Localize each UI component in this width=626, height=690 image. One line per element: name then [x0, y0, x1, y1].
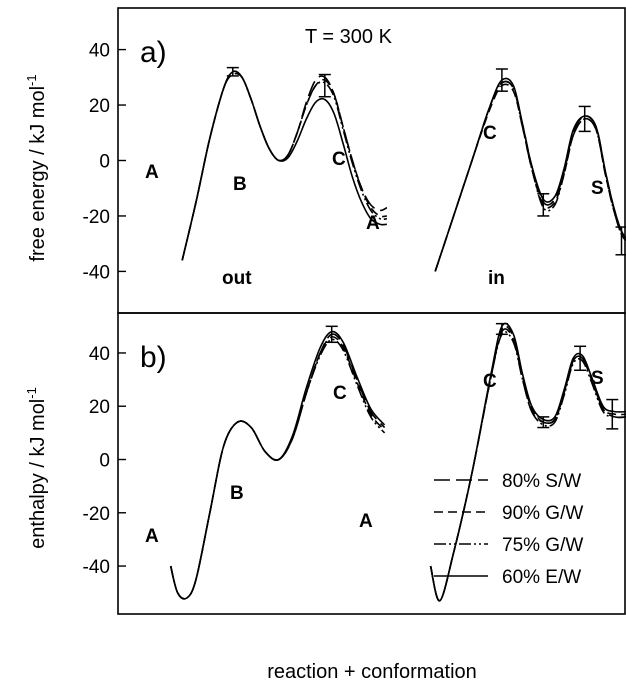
- error-bar-a-4: [578, 105, 591, 133]
- series-line-a-out-80-s-w: [181, 70, 388, 261]
- panel-b-y-ticks: 40 20 0 -20 -40: [83, 344, 126, 578]
- series-line-a-in-75-g-w: [434, 80, 626, 272]
- state-label-c-in: C: [483, 123, 497, 144]
- panel-b-frame: [117, 312, 626, 615]
- panel-b-label: b): [140, 341, 167, 374]
- error-bar-a-3: [537, 193, 550, 217]
- y-tick-label-b-1: 20: [89, 397, 110, 418]
- panel-a-series: [181, 70, 626, 272]
- series-line-a-in-80-s-w: [434, 80, 626, 272]
- panel-a-label: a): [140, 36, 167, 69]
- error-bar-b-1: [495, 322, 508, 336]
- y-tick-label-a-4: -40: [83, 262, 110, 283]
- legend-label-75-g-w: 75% G/W: [502, 535, 583, 556]
- panel-b-error-bars: [325, 322, 619, 430]
- series-line-a-in-90-g-w: [434, 83, 626, 272]
- y-axis-title-free-energy: free energy / kJ mol-1: [24, 74, 49, 261]
- series-line-a-out-60-e-w: [181, 70, 387, 261]
- state-label-a-in-b: A: [359, 511, 373, 532]
- series-line-b-in-90-g-w: [429, 325, 626, 602]
- state-label-b-out-b: B: [230, 483, 244, 504]
- y-tick-label-a-3: -20: [83, 207, 110, 228]
- legend-label-80-s-w: 80% S/W: [502, 471, 581, 492]
- series-line-b-out-75-g-w: [169, 338, 386, 600]
- y-tick-label-b-4: -40: [83, 557, 110, 578]
- panel-a-state-labels: A B C A C S out in: [145, 123, 604, 289]
- panel-a-error-bars: [226, 66, 626, 256]
- y-tick-label-a-2: 0: [99, 152, 110, 173]
- error-bar-a-1: [318, 73, 331, 98]
- state-label-b-out: B: [233, 174, 247, 195]
- y-tick-label-b-2: 0: [99, 451, 110, 472]
- error-bar-b-3: [574, 345, 587, 372]
- y-tick-label-b-0: 40: [89, 344, 110, 365]
- legend: 80% S/W 90% G/W 75% G/W 60% E/W: [434, 471, 583, 588]
- series-line-a-in-60-e-w: [434, 77, 626, 272]
- y-tick-label-a-1: 20: [89, 96, 110, 117]
- series-line-b-out-60-e-w: [169, 330, 386, 600]
- state-label-c-out-b: C: [333, 383, 347, 404]
- series-line-a-out-75-g-w: [181, 70, 387, 261]
- legend-label-60-e-w: 60% E/W: [502, 567, 581, 588]
- legend-label-90-g-w: 90% G/W: [502, 503, 583, 524]
- error-bar-b-4: [606, 398, 619, 430]
- y-tick-label-b-3: -20: [83, 504, 110, 525]
- y-axis-title-enthalpy: enthalpy / kJ mol-1: [24, 387, 49, 549]
- group-label-in: in: [488, 268, 505, 289]
- x-axis-title: reaction + conformation: [267, 661, 477, 683]
- panel-b-series: [169, 322, 626, 602]
- error-bar-a-0: [226, 66, 239, 77]
- error-bar-b-2: [537, 416, 550, 429]
- error-bar-a-2: [495, 68, 508, 92]
- error-bar-b-0: [325, 325, 338, 344]
- temperature-annotation: T = 300 K: [305, 26, 393, 48]
- panel-a-frame: [117, 7, 626, 314]
- series-line-b-in-60-e-w: [429, 322, 626, 602]
- series-line-a-out-90-g-w: [181, 72, 387, 261]
- series-line-b-out-90-g-w: [169, 336, 386, 600]
- state-label-s-in: S: [591, 178, 604, 199]
- group-label-out: out: [222, 268, 252, 289]
- state-label-a-out-b: A: [145, 526, 159, 547]
- y-tick-label-a-0: 40: [89, 41, 110, 62]
- panel-a-y-ticks: 40 20 0 -20 -40: [83, 41, 126, 283]
- state-label-c-out: C: [332, 149, 346, 170]
- state-label-a-out: A: [145, 162, 159, 183]
